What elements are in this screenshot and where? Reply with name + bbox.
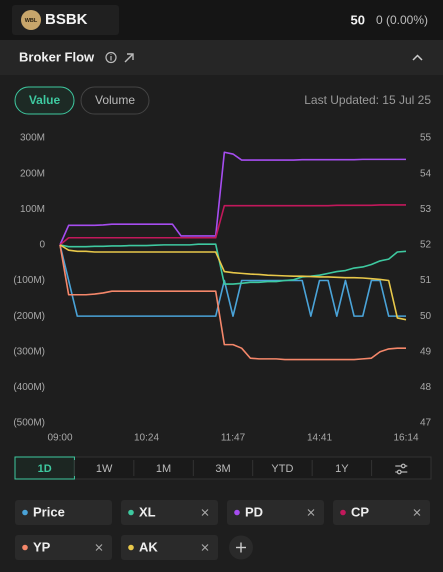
- series-line: [59, 244, 406, 317]
- add-series-button[interactable]: [229, 535, 253, 560]
- range-selector: 1D 1W 1M 3M YTD 1Y: [14, 456, 432, 480]
- panel-header: [0, 40, 443, 75]
- logo: [21, 10, 41, 30]
- legend-label: YP: [33, 539, 51, 554]
- series-chips: Price XL PD CP YP AK: [15, 500, 430, 560]
- ticker: BSBK: [45, 11, 88, 28]
- y2-tick-label: 54: [420, 168, 432, 179]
- icon-knob: [396, 469, 402, 475]
- legend-dot: [340, 509, 346, 516]
- range-label: 1D: [38, 463, 52, 475]
- series-line: [59, 204, 406, 246]
- info-icon[interactable]: [105, 51, 117, 64]
- toggle-label: Volume: [95, 93, 135, 107]
- x-tick-label: 16:14: [393, 433, 418, 444]
- y-tick-label: 100M: [20, 204, 45, 215]
- collapse-icon[interactable]: [412, 54, 423, 61]
- price-change: 0 (0.00%): [376, 13, 428, 27]
- range-label: 3M: [215, 463, 230, 475]
- last-updated: Last Updated: 15 Jul 25: [304, 93, 431, 107]
- y-tick-label: (200M): [13, 311, 45, 322]
- y-tick-label: (400M): [13, 382, 45, 393]
- x-tick-label: 10:24: [134, 433, 159, 444]
- icon-line: [201, 509, 209, 516]
- legend-label: PD: [245, 504, 263, 519]
- series-chip[interactable]: [121, 535, 218, 560]
- range-label: 1W: [96, 463, 113, 475]
- legend-dot: [22, 509, 28, 516]
- x-tick-label: 11:47: [221, 433, 246, 444]
- legend-label: Price: [33, 504, 65, 519]
- icon-knob: [400, 463, 406, 469]
- toggle-button[interactable]: [14, 86, 75, 115]
- legend-dot: [234, 509, 240, 516]
- remove-icon[interactable]: [201, 544, 209, 551]
- open-icon[interactable]: [124, 53, 134, 63]
- legend-dot: [22, 544, 28, 551]
- y2-tick-label: 47: [420, 418, 432, 429]
- y-tick-label: 300M: [20, 133, 45, 144]
- series-line: [59, 243, 407, 285]
- remove-icon[interactable]: [201, 509, 209, 516]
- remove-icon[interactable]: [307, 509, 315, 516]
- y2-tick-label: 48: [420, 382, 432, 393]
- legend-dot: [128, 509, 134, 516]
- icon-line: [95, 544, 103, 551]
- series-chip[interactable]: [333, 500, 430, 525]
- y2-tick-label: 51: [420, 275, 432, 286]
- ticker-chip[interactable]: [12, 5, 119, 35]
- settings-icon[interactable]: [395, 463, 408, 475]
- legend-dot: [128, 544, 134, 551]
- legend-label: AK: [139, 539, 158, 554]
- remove-icon[interactable]: [95, 544, 103, 551]
- x-tick-label: 09:00: [47, 433, 72, 444]
- series-line: [59, 151, 406, 246]
- icon-line: [201, 544, 209, 551]
- y2-tick-label: 55: [420, 133, 432, 144]
- y-tick-label: 0: [39, 240, 45, 251]
- range-label: 1M: [156, 463, 171, 475]
- y2-tick-label: 53: [420, 204, 432, 215]
- panel-title: Broker Flow: [19, 49, 95, 64]
- range-label: 1Y: [335, 463, 349, 475]
- price: 50: [351, 12, 365, 27]
- series-chip[interactable]: [15, 535, 112, 560]
- panel: [0, 40, 443, 572]
- y-tick-label: (300M): [13, 346, 45, 357]
- legend-label: CP: [351, 504, 369, 519]
- legend-label: XL: [139, 504, 156, 519]
- range-label: YTD: [271, 463, 293, 475]
- y-tick-label: 200M: [20, 168, 45, 179]
- series-line: [59, 244, 407, 321]
- logo-text: WBL: [25, 18, 38, 24]
- icon-line: [307, 509, 315, 516]
- chart: 300M 200M 100M 0 (100M) (200M) (300M) (400M) (50…: [13, 133, 431, 444]
- y2-tick-label: 50: [420, 311, 432, 322]
- toggle-label: Value: [29, 93, 61, 107]
- y2-tick-label: 49: [420, 346, 432, 357]
- value-toggle: Value Volume: [14, 86, 150, 115]
- x-tick-label: 14:41: [307, 433, 332, 444]
- series-chip[interactable]: [121, 500, 218, 525]
- toggle-button[interactable]: [80, 86, 150, 115]
- y-tick-label: (500M): [13, 418, 45, 429]
- remove-icon[interactable]: [413, 509, 421, 516]
- series-chip[interactable]: [15, 500, 112, 525]
- y2-tick-label: 52: [420, 240, 432, 251]
- y-tick-label: (100M): [13, 275, 45, 286]
- series-chip[interactable]: [227, 500, 324, 525]
- icon-line: [413, 509, 421, 516]
- series-line: [59, 244, 406, 361]
